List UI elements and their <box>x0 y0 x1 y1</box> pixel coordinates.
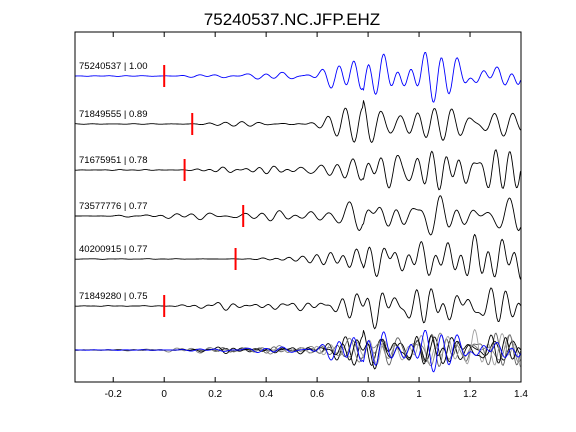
trace-waveform <box>75 100 521 143</box>
trace-waveform <box>74 287 521 330</box>
stacked-waveform <box>75 329 521 373</box>
x-tick-label: 0.6 <box>310 389 324 400</box>
x-tick-label: 0 <box>161 389 167 400</box>
x-tick-label: 0.2 <box>208 389 222 400</box>
trace-label: 71849280 | 0.75 <box>79 291 148 302</box>
trace-waveform <box>75 149 521 191</box>
x-tick-label: 0.4 <box>259 389 273 400</box>
trace-label: 40200915 | 0.77 <box>79 244 148 255</box>
plot-frame <box>74 31 522 383</box>
trace-waveform <box>74 52 521 103</box>
trace-label: 73577776 | 0.77 <box>79 201 148 212</box>
trace-waveform <box>75 233 521 280</box>
x-tick-label: 1.4 <box>514 389 528 400</box>
x-tick-label: 1 <box>416 389 422 400</box>
chart-title: 75240537.NC.JFP.EHZ <box>204 10 380 29</box>
trace-group: 75240537 | 1.00 71849555 | 0.89 71675951 |… <box>74 52 521 330</box>
stacked-traces <box>74 329 521 373</box>
trace-waveform <box>75 195 521 236</box>
trace-label: 75240537 | 1.00 <box>79 61 148 72</box>
trace-label: 71849555 | 0.89 <box>79 109 148 120</box>
trace-label: 71675951 | 0.78 <box>79 155 148 166</box>
x-tick-label: 1.2 <box>463 389 477 400</box>
x-tick-label: 0.8 <box>361 389 375 400</box>
x-tick-label: -0.2 <box>105 389 123 400</box>
x-axis: -0.2 0 0.2 0.4 0.6 0.8 1 1.2 1.4 <box>105 32 528 400</box>
